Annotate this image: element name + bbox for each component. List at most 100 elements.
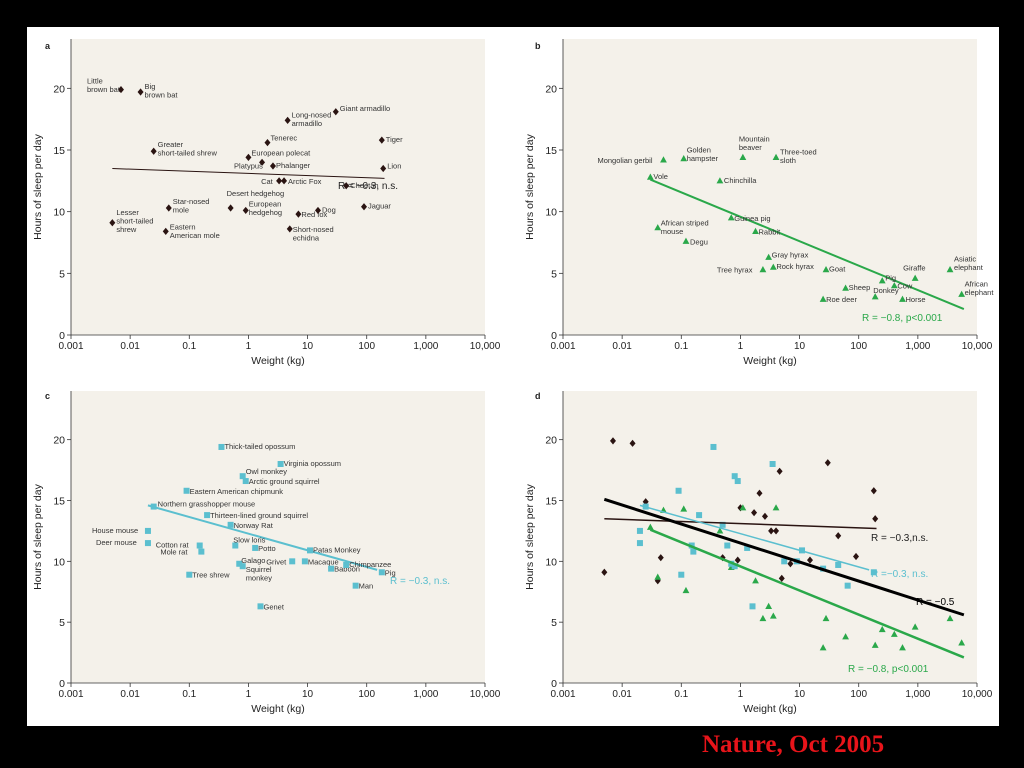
panel-c-point-label: Slow loris xyxy=(233,536,265,545)
panel-a-point xyxy=(162,227,169,235)
panel-a-point xyxy=(378,136,385,144)
panel-a-point-label: Cheetah xyxy=(350,181,378,190)
panel-c-point xyxy=(144,527,151,534)
panel-c-point xyxy=(150,503,157,510)
panel-c-point xyxy=(257,603,264,610)
panel-a-point xyxy=(150,147,157,155)
panel-d-point-c xyxy=(678,571,685,578)
panel-c-x-tick-label: 1 xyxy=(246,689,252,700)
panel-c-x-tick-label: 100 xyxy=(358,689,375,700)
panel-a-point-label: Dog xyxy=(322,205,336,214)
panel-d-y-tick-label: 10 xyxy=(545,556,557,568)
panel-a-point xyxy=(227,204,234,212)
panel-b-point-label: Roe deer xyxy=(826,295,857,304)
panel-a-point-label: short-tailed xyxy=(116,216,153,225)
panel-b-point-label: Guinea pig xyxy=(734,214,770,223)
panel-b-y-tick-label: 0 xyxy=(551,330,557,342)
panel-c-y-tick-label: 0 xyxy=(59,678,65,690)
panel-a-trend-line xyxy=(112,168,385,179)
panel-a-point-label: Phalanger xyxy=(276,161,311,170)
panel-b-point-label: Horse xyxy=(906,295,926,304)
panel-d-letter: d xyxy=(535,391,541,401)
panel-c-point xyxy=(301,558,308,565)
panel-b-point xyxy=(946,266,954,273)
panel-c-point-label: Patas Monkey xyxy=(313,545,361,554)
panel-a-point-label: shrew xyxy=(116,225,137,234)
panel-c-point-label: Mole rat xyxy=(160,548,188,557)
panel-b-point xyxy=(822,266,830,273)
panel-c-point-label: Cotton rat xyxy=(156,541,190,550)
panel-b-point xyxy=(890,282,898,289)
panel-d-x-tick-label: 0.1 xyxy=(674,689,688,700)
panel-c-plot-area xyxy=(71,391,485,683)
panel-a-point-label: Big xyxy=(145,82,156,91)
panel-a-point-label: Lesser xyxy=(116,208,139,217)
panel-b-point-label: Three-toed xyxy=(780,147,817,156)
panel-a-point-label: brown bat xyxy=(145,91,179,100)
figure-panels: a0.001 0.01 0.1 1 10 100 1,000 10,00005101520We… xyxy=(32,39,994,715)
panel-d-point-c xyxy=(696,512,703,519)
panel-a-point xyxy=(269,162,276,170)
panel-d-point-c xyxy=(636,527,643,534)
panel-b-point xyxy=(682,237,690,244)
panel-d-y-tick-label: 20 xyxy=(545,435,557,447)
panel-a-point xyxy=(259,158,266,166)
panel-a-y-tick-label: 10 xyxy=(53,207,65,219)
panel-d-point-c xyxy=(710,443,717,450)
panel-c-point xyxy=(196,542,203,549)
panel-c-point-label: Arctic ground squirrel xyxy=(249,477,320,486)
panel-c-point xyxy=(277,461,284,467)
panel-d-point-c xyxy=(690,548,697,555)
panel-c-point xyxy=(378,569,385,576)
panel-a-point-label: Short-nosed xyxy=(293,225,334,234)
panel-c-point-label: Deer mouse xyxy=(96,538,137,547)
panel-d-point-c xyxy=(835,561,842,568)
panel-a-point-label: Red fox xyxy=(301,210,327,219)
panel-d-y-tick-label: 15 xyxy=(545,496,557,508)
panel-c-point xyxy=(242,478,249,485)
panel-a-point-label: Tiger xyxy=(386,135,403,144)
panel-d-x-tick-label: 10 xyxy=(794,689,806,700)
panel-a-y-label: Hours of sleep per day xyxy=(32,133,44,239)
panel-a-point xyxy=(165,204,172,212)
panel-b-point-label: African xyxy=(965,279,988,288)
panel-d-point-b xyxy=(822,614,830,622)
panel-b-point-label: Cow xyxy=(897,282,913,291)
panel-d-x-tick-label: 10,000 xyxy=(962,689,993,700)
panel-b-point-label: elephant xyxy=(954,263,984,272)
panel-d-point-b xyxy=(739,504,747,511)
panel-d-point-b xyxy=(890,630,898,637)
figure: a 0.001 0.01 0.1 1 10 100 1,000 10,000 0 5 10 15 20 We… xyxy=(27,27,999,726)
panel-b-x-tick-label: 10 xyxy=(794,341,806,352)
panel-c-point xyxy=(232,542,239,549)
panel-a-point-label: Little xyxy=(87,77,103,86)
panel-a-point xyxy=(286,225,293,233)
panel-a-x-tick-label: 100 xyxy=(358,341,375,352)
panel-d-point-b xyxy=(958,639,966,646)
panel-c-point xyxy=(343,561,350,568)
panel-a-point xyxy=(242,206,249,215)
panel-b-point xyxy=(819,295,827,302)
panel-d-x-label: Weight (kg) xyxy=(743,703,797,715)
panel-a-point-label: Cat xyxy=(261,177,274,186)
panel-a-letter: a xyxy=(45,41,51,51)
panel-a-point-label: Platypus xyxy=(234,161,263,170)
panel-b-point-label: elephant xyxy=(965,288,995,297)
panel-b-y-tick-label: 20 xyxy=(545,83,557,95)
panel-c-point xyxy=(252,544,259,551)
panel-d-y-tick-label: 0 xyxy=(551,678,557,690)
panel-a-y-tick-label: 15 xyxy=(53,145,65,157)
panel-c-point xyxy=(239,473,246,480)
panel-b: b 0.001 0.01 0.1 1 10 100 1,000 10,000 0 5 10 15 20 We… xyxy=(524,39,994,367)
panel-a-point-label: Jaguar xyxy=(368,202,391,211)
panel-a-x-tick-label: 1 xyxy=(246,341,252,352)
panel-b-y-tick-label: 15 xyxy=(545,145,557,157)
panel-d-point-a xyxy=(806,556,813,564)
panel-a-point-label: short-tailed shrew xyxy=(158,149,218,158)
panel-d-trend-label: R = −0.3,n.s. xyxy=(871,533,928,544)
panel-d-trend-label: R =−0.3, n.s. xyxy=(871,569,928,580)
panel-b-point xyxy=(769,263,777,270)
panel-a-y-tick-label: 20 xyxy=(53,83,65,95)
panel-c-y-tick-label: 10 xyxy=(53,556,65,568)
panel-c-trend-line xyxy=(147,504,378,571)
